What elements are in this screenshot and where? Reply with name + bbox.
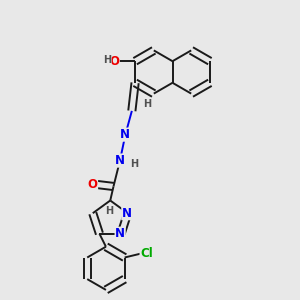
Text: H: H xyxy=(103,55,111,65)
Text: N: N xyxy=(122,207,132,220)
Text: N: N xyxy=(115,227,125,240)
Text: O: O xyxy=(109,55,119,68)
Text: O: O xyxy=(88,178,98,191)
Text: N: N xyxy=(120,128,130,141)
Text: H: H xyxy=(130,159,138,169)
Text: N: N xyxy=(115,154,125,167)
Text: H: H xyxy=(105,206,113,216)
Text: Cl: Cl xyxy=(140,247,153,260)
Text: H: H xyxy=(143,99,151,110)
